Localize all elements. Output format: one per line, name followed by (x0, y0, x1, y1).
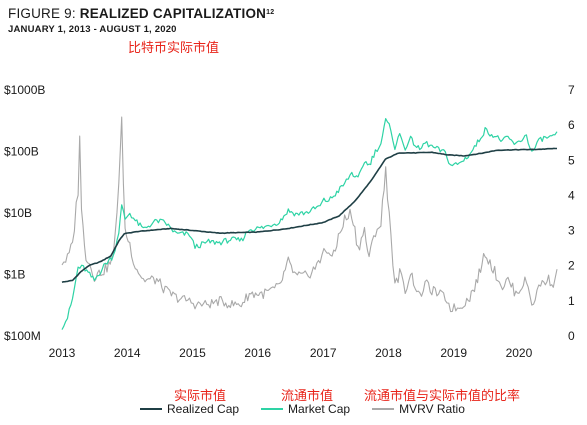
x-tick-label: 2014 (114, 346, 141, 360)
right-tick-label: 2 (568, 259, 575, 273)
legend-item-realized-cap: Realized Cap (140, 402, 239, 416)
series-line-mvrv-ratio (61, 116, 558, 313)
right-axis: 7 6 5 4 3 2 1 0 (568, 83, 575, 343)
right-tick-label: 0 (568, 329, 575, 343)
series-layer (61, 116, 558, 330)
series-line-market-cap (61, 118, 558, 330)
right-tick-label: 5 (568, 153, 575, 167)
left-tick-label: $1B (4, 268, 25, 282)
left-tick-label: $100B (4, 145, 39, 159)
series-line-realized-cap (61, 147, 557, 284)
figure-title: FIGURE 9: REALIZED CAPITALIZATION12 (8, 6, 274, 22)
x-tick-label: 2020 (506, 346, 533, 360)
legend-swatch-mvrv-ratio (372, 408, 395, 410)
figure-header: FIGURE 9: REALIZED CAPITALIZATION12 JANU… (8, 6, 274, 36)
ratio-cn-annotation: 流通市值与实际市值的比率 (364, 389, 521, 404)
right-tick-label: 6 (568, 118, 575, 132)
market-cn-annotation: 流通市值 (281, 389, 334, 404)
right-tick-label: 1 (568, 294, 575, 308)
legend-swatch-market-cap (261, 408, 284, 410)
left-tick-label: $10B (4, 206, 32, 220)
left-axis: $1000B $100B $10B $1B $100M (4, 83, 45, 343)
title-cn-annotation: 比特币实际市值 (128, 41, 220, 56)
right-tick-label: 7 (568, 83, 575, 97)
x-tick-label: 2017 (310, 346, 337, 360)
legend-label-mvrv-ratio: MVRV Ratio (399, 402, 465, 416)
chart-legend: Realized Cap Market Cap MVRV Ratio (140, 402, 487, 416)
x-tick-label: 2019 (440, 346, 467, 360)
legend-swatch-realized-cap (140, 408, 162, 410)
legend-item-mvrv-ratio: MVRV Ratio (372, 402, 465, 416)
legend-label-market-cap: Market Cap (288, 402, 351, 416)
right-tick-label: 3 (568, 224, 575, 238)
figure-subtitle: JANUARY 1, 2013 - AUGUST 1, 2020 (8, 24, 177, 35)
realized-cn-annotation: 实际市值 (174, 389, 227, 404)
left-tick-label: $1000B (4, 83, 45, 97)
figure-label: FIGURE 9: (8, 6, 76, 21)
x-tick-label: 2016 (244, 346, 271, 360)
x-tick-label: 2013 (49, 346, 76, 360)
figure-footnote-ref: 12 (266, 9, 275, 16)
x-tick-label: 2015 (179, 346, 206, 360)
x-axis: 2013 2014 2015 2016 2017 2018 2019 2020 (49, 346, 533, 360)
right-tick-label: 4 (568, 188, 575, 202)
figure-name: REALIZED CAPITALIZATION (79, 6, 267, 21)
left-tick-label: $100M (4, 329, 41, 343)
x-tick-label: 2018 (375, 346, 402, 360)
legend-label-realized-cap: Realized Cap (167, 402, 240, 416)
legend-item-market-cap: Market Cap (261, 402, 350, 416)
